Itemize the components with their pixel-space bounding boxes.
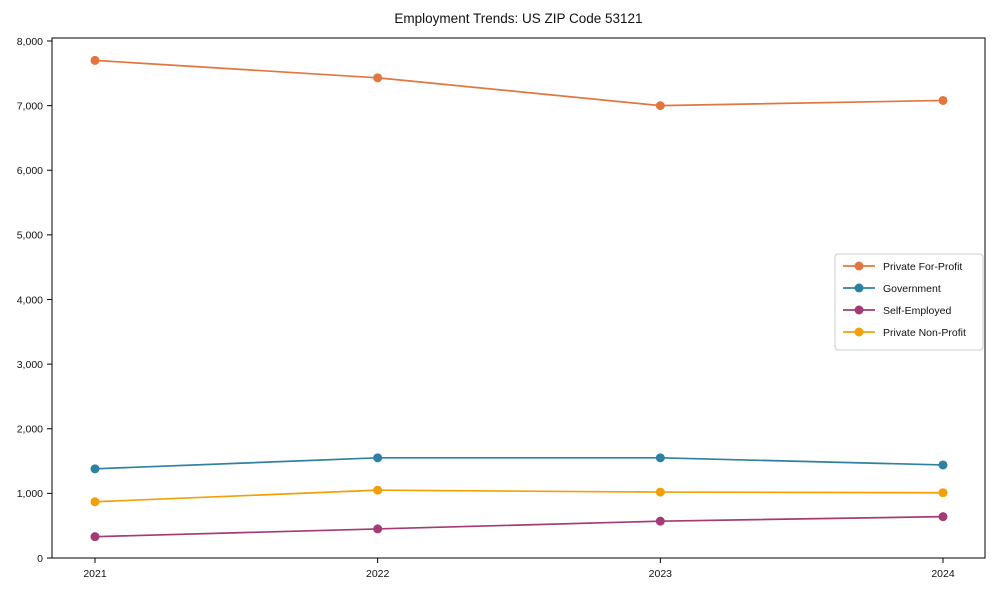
legend-item-self-employed: Self-Employed — [843, 305, 951, 317]
data-point-self-employed-2023 — [655, 516, 665, 526]
y-tick-label: 3,000 — [17, 359, 43, 371]
legend — [834, 253, 984, 351]
y-tick-label: 0 — [37, 553, 43, 565]
x-tick-label: 2021 — [83, 568, 107, 580]
legend-label: Self-Employed — [883, 305, 951, 317]
data-point-private-for-profit-2022 — [373, 73, 383, 83]
data-point-private-non-profit-2022 — [373, 485, 383, 495]
legend-marker-icon — [854, 283, 864, 293]
series-line-self-employed — [94, 515, 944, 538]
series-line-private-for-profit — [94, 59, 944, 107]
x-tick-label: 2023 — [649, 568, 673, 580]
data-point-self-employed-2022 — [373, 524, 383, 534]
y-tick-label: 2,000 — [17, 424, 43, 436]
data-point-private-for-profit-2021 — [90, 55, 100, 65]
legend-label: Private Non-Profit — [883, 327, 966, 339]
data-point-private-for-profit-2023 — [655, 101, 665, 111]
data-point-government-2023 — [655, 453, 665, 463]
plot-border — [51, 37, 986, 559]
chart-title: Employment Trends: US ZIP Code 53121 — [394, 11, 643, 26]
legend-label: Private For-Profit — [883, 261, 962, 273]
data-point-private-non-profit-2023 — [655, 487, 665, 497]
legend-marker-icon — [854, 305, 864, 315]
series-line-government — [94, 456, 944, 470]
y-tick-label: 8,000 — [17, 36, 43, 48]
data-point-private-for-profit-2024 — [938, 95, 948, 105]
x-tick-label: 2024 — [931, 568, 955, 580]
legend-marker-icon — [854, 327, 864, 337]
data-point-self-employed-2021 — [90, 532, 100, 542]
y-tick-label: 6,000 — [17, 165, 43, 177]
y-tick-label: 5,000 — [17, 230, 43, 242]
series-line-private-non-profit — [94, 489, 944, 503]
data-point-government-2022 — [373, 453, 383, 463]
data-point-government-2021 — [90, 464, 100, 474]
data-point-self-employed-2024 — [938, 512, 948, 522]
y-tick-label: 4,000 — [17, 294, 43, 306]
legend-marker-icon — [854, 261, 864, 271]
legend-item-private-non-profit: Private Non-Profit — [843, 327, 966, 339]
legend-item-government: Government — [843, 283, 941, 295]
data-point-government-2024 — [938, 460, 948, 470]
data-point-private-non-profit-2021 — [90, 497, 100, 507]
legend-label: Government — [883, 283, 941, 295]
data-point-private-non-profit-2024 — [938, 488, 948, 498]
legend-item-private-for-profit: Private For-Profit — [843, 261, 962, 273]
y-tick-label: 1,000 — [17, 488, 43, 500]
y-tick-label: 7,000 — [17, 100, 43, 112]
x-tick-label: 2022 — [366, 568, 390, 580]
